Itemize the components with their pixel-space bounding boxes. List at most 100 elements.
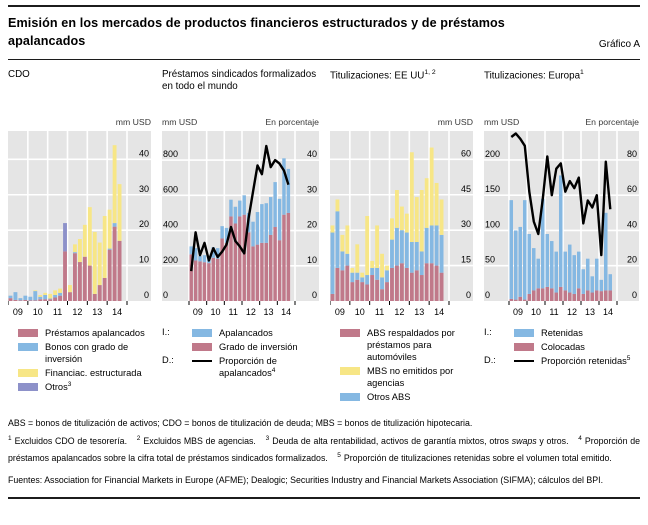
svg-text:14: 14 bbox=[603, 307, 613, 317]
legend-item: Bonos con grado de inversión bbox=[18, 341, 151, 365]
svg-text:45: 45 bbox=[461, 183, 471, 193]
svg-text:20: 20 bbox=[139, 219, 149, 229]
svg-text:12: 12 bbox=[394, 307, 404, 317]
svg-text:50: 50 bbox=[485, 254, 495, 264]
svg-text:14: 14 bbox=[434, 307, 444, 317]
legend-axis-prefix bbox=[162, 341, 192, 353]
svg-text:100: 100 bbox=[485, 219, 500, 229]
bars-layer bbox=[189, 157, 291, 301]
panel-title: Titulizaciones: Europa1 bbox=[484, 68, 584, 81]
panel-titulizaciones-europa: Titulizaciones: Europa1 mm USD En porcenta… bbox=[484, 69, 639, 405]
footnote-marker: 4 bbox=[578, 435, 582, 443]
svg-text:15: 15 bbox=[461, 254, 471, 264]
legend-axis-prefix: I.: bbox=[162, 326, 170, 337]
svg-text:09: 09 bbox=[193, 307, 203, 317]
header-rule bbox=[8, 58, 640, 60]
panel-titulizaciones-eeuu: Titulizaciones: EE UU1, 2 mm USD 0 15 30 45 60… bbox=[330, 69, 473, 405]
panel-prestamos-sindicados: Préstamos sindicados formalizados en tod… bbox=[162, 69, 319, 405]
trend-line bbox=[510, 131, 612, 256]
svg-text:13: 13 bbox=[585, 307, 595, 317]
legend-color-swatch bbox=[192, 328, 212, 337]
chart-plot: 0 10 20 30 40 09 10 11 12 13 14 bbox=[8, 130, 151, 317]
y-axis-labels: 0 50 100 150 200 0 20 40 60 80 bbox=[485, 148, 637, 299]
svg-text:800: 800 bbox=[163, 149, 178, 159]
legend-axis-prefix bbox=[484, 341, 514, 353]
legend-item: I.: Retenidas bbox=[484, 327, 639, 339]
legend-label: Apalancados bbox=[219, 327, 273, 338]
svg-text:40: 40 bbox=[139, 148, 149, 158]
right-axis-unit-label: mm USD bbox=[115, 116, 151, 127]
legend-item: Otros3 bbox=[18, 381, 151, 393]
legend-line-swatch bbox=[514, 359, 534, 363]
panel-legend: Préstamos apalancados Bonos con grado de … bbox=[8, 327, 151, 393]
svg-text:0: 0 bbox=[466, 290, 471, 300]
svg-text:14: 14 bbox=[281, 307, 291, 317]
right-axis-unit-label: En porcentaje bbox=[265, 116, 319, 127]
svg-text:09: 09 bbox=[335, 307, 345, 317]
bottom-rule bbox=[8, 497, 640, 500]
svg-text:60: 60 bbox=[627, 184, 637, 194]
svg-text:0: 0 bbox=[312, 290, 317, 300]
y-axis-labels: 0 15 30 45 60 bbox=[461, 148, 471, 300]
svg-text:11: 11 bbox=[549, 307, 558, 317]
svg-text:09: 09 bbox=[513, 307, 523, 317]
legend-label: Otros3 bbox=[45, 380, 72, 392]
legend-superscript: 5 bbox=[626, 354, 631, 362]
legend-color-swatch bbox=[340, 392, 360, 401]
legend-label: Bonos con grado de inversión bbox=[45, 341, 129, 364]
legend-item: D.: Proporción retenidas5 bbox=[484, 355, 639, 367]
legend-label: Grado de inversión bbox=[219, 341, 298, 352]
legend-item: ABS respaldados por préstamos para autom… bbox=[340, 327, 473, 363]
panel-title: Titulizaciones: EE UU1, 2 bbox=[330, 68, 436, 81]
svg-text:80: 80 bbox=[627, 148, 637, 158]
svg-text:13: 13 bbox=[263, 307, 273, 317]
legend-axis-prefix: D.: bbox=[484, 354, 496, 365]
gridlines bbox=[8, 130, 151, 301]
svg-text:30: 30 bbox=[307, 184, 317, 194]
panel-title-superscript: 1, 2 bbox=[424, 68, 436, 76]
footnotes: 1 Excluidos CDO de tesorería. 2 Excluidos … bbox=[8, 435, 640, 463]
chart-plot: 0 200 400 600 800 0 10 20 30 40 09 10 11 12 13 14 bbox=[162, 130, 319, 317]
panel-title: CDO bbox=[8, 68, 30, 80]
svg-text:11: 11 bbox=[228, 307, 237, 317]
legend-axis-prefix: I.: bbox=[484, 326, 492, 337]
svg-text:12: 12 bbox=[567, 307, 577, 317]
panel-cdo: CDO mm USD 0 10 20 30 40 09 10 11 12 13 14 Préstamos … bbox=[8, 69, 151, 405]
svg-text:10: 10 bbox=[531, 307, 541, 317]
chart-plot: 0 15 30 45 60 09 10 11 12 13 14 bbox=[330, 130, 473, 317]
legend-item: I.: Apalancados bbox=[162, 327, 319, 339]
x-axis-labels: 09 10 11 12 13 14 bbox=[8, 300, 128, 317]
svg-text:13: 13 bbox=[92, 307, 102, 317]
svg-text:10: 10 bbox=[355, 307, 365, 317]
legend-label: Otros ABS bbox=[367, 391, 411, 402]
svg-text:12: 12 bbox=[246, 307, 256, 317]
svg-text:20: 20 bbox=[307, 219, 317, 229]
legend-color-swatch bbox=[514, 342, 534, 351]
svg-text:13: 13 bbox=[414, 307, 424, 317]
legend-label: Retenidas bbox=[541, 327, 583, 338]
panel-legend: ABS respaldados por préstamos para autom… bbox=[330, 327, 473, 403]
svg-text:200: 200 bbox=[163, 254, 178, 264]
figure-header: Emisión en los mercados de productos fin… bbox=[8, 7, 640, 59]
footnote-marker: 5 bbox=[337, 451, 341, 459]
trend-line bbox=[190, 144, 290, 271]
legend-item: Otros ABS bbox=[340, 391, 473, 403]
left-axis-unit-label: mm USD bbox=[162, 116, 198, 127]
svg-text:0: 0 bbox=[485, 290, 490, 300]
panel-title: Préstamos sindicados formalizados en tod… bbox=[162, 68, 317, 93]
svg-text:200: 200 bbox=[485, 148, 500, 158]
abbreviations-note: ABS = bonos de titulización de activos; … bbox=[8, 417, 473, 428]
chart-panels: CDO mm USD 0 10 20 30 40 09 10 11 12 13 14 Préstamos … bbox=[8, 69, 640, 405]
figure-label: Gráfico A bbox=[598, 38, 640, 50]
x-axis-labels: 09 10 11 12 13 14 bbox=[188, 300, 296, 317]
svg-text:400: 400 bbox=[163, 219, 178, 229]
svg-text:40: 40 bbox=[627, 219, 637, 229]
svg-text:30: 30 bbox=[461, 219, 471, 229]
top-rule bbox=[8, 5, 640, 7]
legend-color-swatch bbox=[192, 342, 212, 351]
svg-text:20: 20 bbox=[627, 254, 637, 264]
panel-title-superscript: 1 bbox=[580, 68, 584, 76]
svg-text:11: 11 bbox=[53, 307, 62, 317]
svg-text:600: 600 bbox=[163, 184, 178, 194]
bars-layer bbox=[509, 174, 613, 301]
